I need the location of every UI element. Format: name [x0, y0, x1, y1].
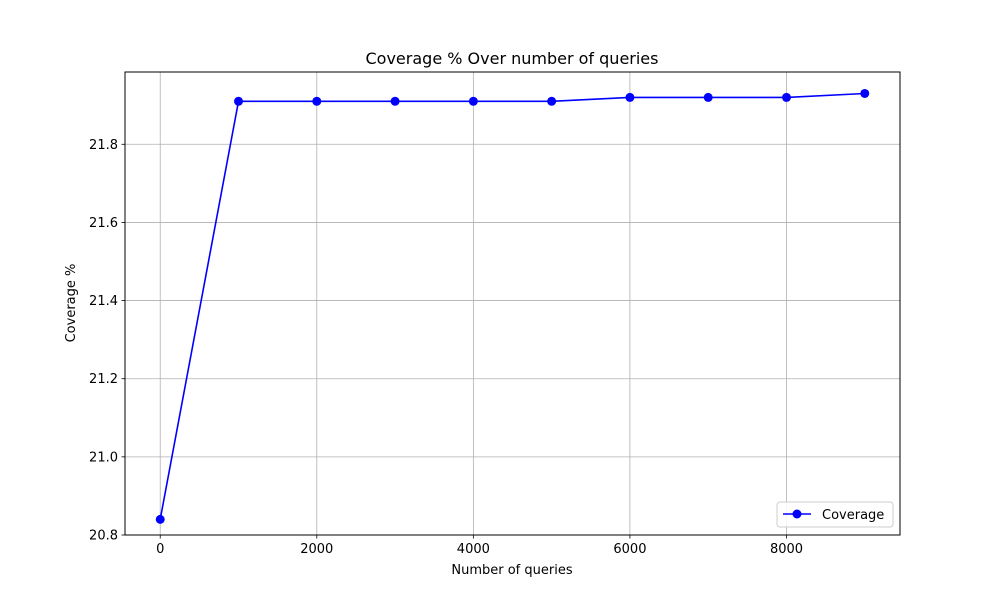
- data-point: [234, 96, 244, 106]
- data-point: [625, 92, 635, 102]
- y-tick-label: 21.2: [89, 372, 118, 387]
- data-point: [390, 96, 400, 106]
- legend-label: Coverage: [822, 508, 884, 523]
- y-tick-label: 21.8: [89, 138, 118, 153]
- x-axis-label: Number of queries: [451, 563, 572, 578]
- x-tick-label: 0: [156, 542, 164, 557]
- y-tick-label: 21.6: [89, 216, 118, 231]
- plot-area-frame: [124, 71, 901, 536]
- data-point: [547, 96, 557, 106]
- x-tick-label: 8000: [770, 542, 803, 557]
- data-point: [860, 88, 870, 98]
- x-tick-label: 6000: [613, 542, 646, 557]
- grid-lines: [125, 72, 900, 536]
- legend-marker-swatch: [792, 509, 802, 519]
- data-point: [703, 92, 713, 102]
- data-point: [468, 96, 478, 106]
- legend: Coverage: [776, 501, 894, 528]
- series-layer: [155, 88, 870, 524]
- y-tick-label: 21.4: [89, 294, 118, 309]
- y-tick-label: 21.0: [89, 450, 118, 465]
- y-tick-label: 20.8: [89, 529, 118, 544]
- x-tick-label: 4000: [457, 542, 490, 557]
- data-point: [312, 96, 322, 106]
- legend-box: [776, 501, 894, 528]
- y-axis-label: Coverage %: [64, 264, 79, 343]
- series-line-coverage: [159, 92, 865, 520]
- data-point: [781, 92, 791, 102]
- data-point: [155, 514, 165, 524]
- x-tick-label: 2000: [300, 542, 333, 557]
- axis-ticks: 0 2000 4000 6000 8000 20.8 21.0 21.2 21.4 21.6 21.…: [89, 138, 803, 557]
- chart-title: Coverage % Over number of queries: [366, 49, 659, 68]
